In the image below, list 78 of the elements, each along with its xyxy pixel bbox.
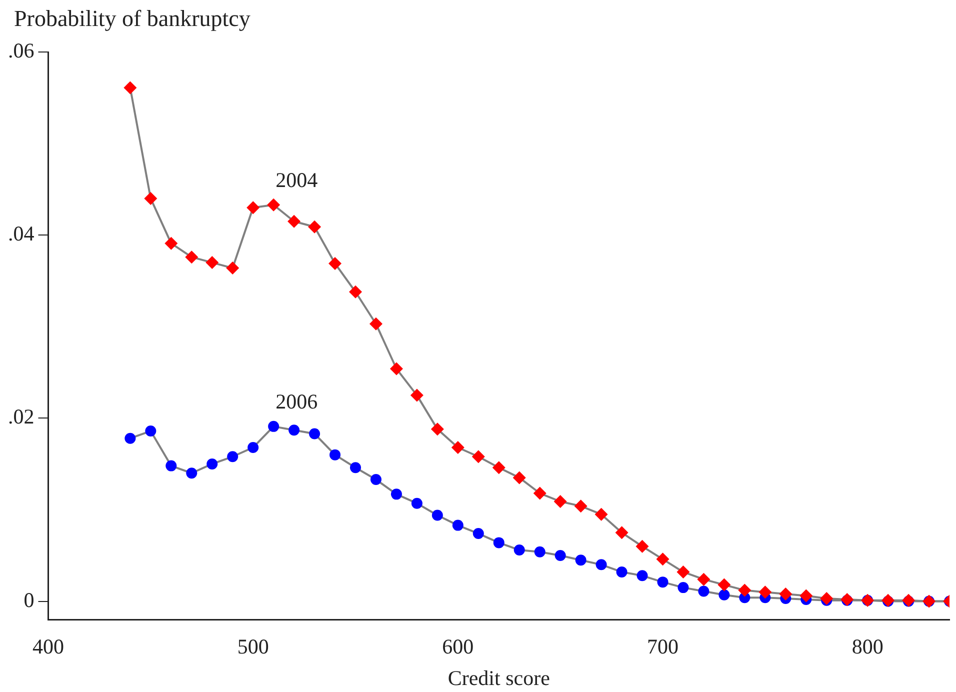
point — [698, 586, 710, 597]
point — [124, 81, 137, 94]
point — [493, 537, 504, 548]
series-label: 2006 — [276, 389, 318, 414]
point — [758, 586, 772, 599]
x-axis-title: Credit score — [448, 666, 550, 690]
point — [779, 587, 792, 600]
point — [246, 201, 260, 214]
y-tick-label: .04 — [8, 222, 35, 246]
point — [206, 458, 218, 470]
y-tick-label: .02 — [8, 404, 34, 429]
point — [575, 554, 586, 566]
point — [452, 520, 464, 531]
point — [328, 256, 342, 270]
x-tick-label: 500 — [237, 634, 269, 659]
x-tick-label: 400 — [32, 634, 64, 659]
series-label: 2004 — [276, 168, 318, 192]
y-axis-title: Probability of bankruptcy — [14, 6, 250, 32]
point — [411, 498, 422, 509]
point — [492, 461, 506, 474]
point — [164, 236, 178, 250]
point — [533, 486, 546, 500]
point — [390, 488, 402, 500]
y-tick-label: .06 — [8, 38, 34, 63]
point — [472, 450, 485, 464]
point — [718, 578, 731, 592]
point — [718, 589, 730, 600]
point — [144, 192, 158, 205]
point — [636, 570, 648, 582]
point — [288, 424, 300, 436]
x-tick-label: 800 — [852, 634, 884, 659]
point — [451, 440, 464, 454]
point — [676, 565, 690, 578]
point — [514, 544, 525, 556]
point — [309, 428, 320, 440]
point — [678, 582, 689, 594]
point — [657, 576, 668, 588]
point — [432, 510, 443, 521]
point — [166, 460, 177, 472]
point — [124, 432, 136, 444]
point — [390, 362, 403, 376]
point — [596, 559, 607, 570]
point — [800, 589, 813, 602]
point — [697, 572, 710, 586]
y-tick-label: 0 — [24, 588, 34, 612]
point — [308, 220, 322, 234]
point — [594, 508, 608, 521]
point — [534, 546, 546, 558]
point — [738, 584, 752, 597]
point — [472, 528, 484, 540]
point — [330, 449, 341, 460]
point — [370, 474, 382, 486]
point — [820, 592, 834, 606]
point — [288, 214, 301, 228]
point — [410, 388, 424, 402]
point — [206, 256, 219, 270]
point — [186, 468, 198, 479]
point — [616, 566, 628, 578]
point — [574, 500, 588, 513]
point — [226, 262, 240, 275]
x-tick-label: 600 — [442, 634, 474, 659]
point — [227, 451, 238, 462]
point — [145, 426, 156, 437]
point — [348, 285, 362, 298]
point — [430, 422, 444, 436]
point — [554, 550, 566, 562]
point — [554, 495, 567, 508]
point — [185, 250, 198, 264]
point — [512, 471, 526, 484]
x-tick-label: 700 — [646, 634, 678, 659]
point — [267, 198, 280, 212]
point — [350, 462, 361, 474]
point — [656, 552, 670, 566]
point — [268, 420, 280, 432]
point — [369, 317, 382, 330]
point — [248, 442, 259, 453]
point — [615, 526, 628, 540]
point — [636, 540, 649, 553]
